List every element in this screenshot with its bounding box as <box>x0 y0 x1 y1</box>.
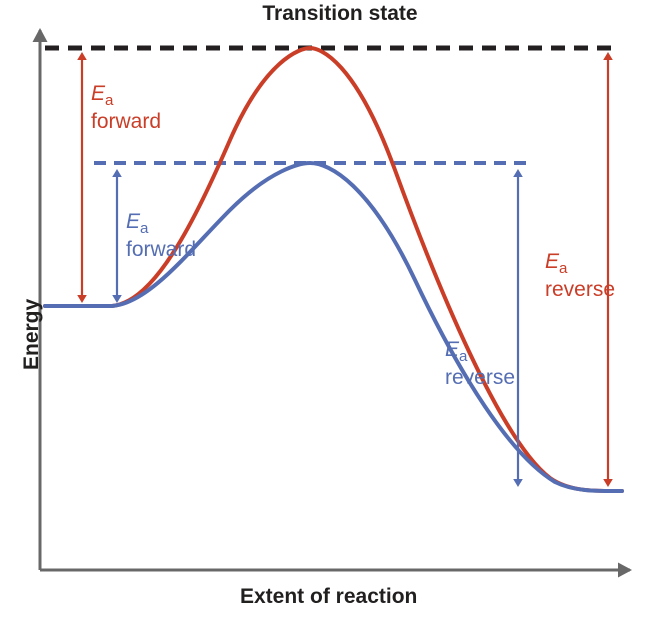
label-ea-forward-red: Eaforward <box>91 82 161 134</box>
label-ea-reverse-red: Eareverse <box>545 250 615 302</box>
label-ea-forward-blue: Eaforward <box>126 210 196 262</box>
label-ea-reverse-blue: Eareverse <box>445 338 515 390</box>
chart-title: Transition state <box>230 2 450 26</box>
y-axis-label: Energy <box>20 299 44 370</box>
x-axis-label: Extent of reaction <box>240 585 417 609</box>
